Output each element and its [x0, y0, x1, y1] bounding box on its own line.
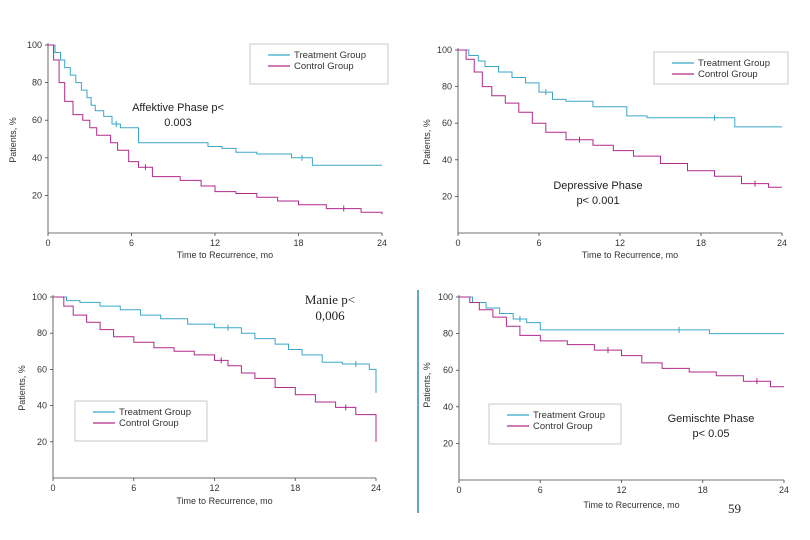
legend-label-treatment: Treatment Group [294, 50, 366, 61]
y-tick-label: 100 [32, 292, 47, 302]
annotation-line-1: Affektive Phase p< [132, 102, 224, 114]
y-tick-label: 60 [443, 365, 453, 375]
y-tick-label: 20 [37, 437, 47, 447]
legend-label-treatment: Treatment Group [119, 407, 191, 418]
x-tick-label: 0 [456, 485, 461, 495]
x-tick-label: 12 [616, 485, 626, 495]
x-tick-label: 12 [209, 483, 219, 493]
y-tick-label: 100 [438, 292, 453, 302]
x-axis-label: Time to Recurrence, mo [177, 250, 273, 260]
y-tick-label: 100 [27, 40, 42, 50]
legend-box [74, 400, 208, 442]
annotation-line-2: 0.003 [164, 117, 192, 129]
y-axis-label: Patients, % [17, 365, 27, 411]
chart-panel-1: 0 6 12 18 24 100 80 60 40 20 Time to Recurrence, m… [8, 40, 389, 260]
legend-box [249, 43, 389, 85]
chart-panel-2: 0 6 12 18 24 100 80 60 40 20 Time to Recurrence, m… [422, 45, 789, 260]
y-tick-label: 40 [32, 153, 42, 163]
x-tick-label: 24 [777, 238, 787, 248]
control-curve [459, 296, 784, 388]
x-tick-label: 6 [129, 238, 134, 248]
x-tick-label: 6 [536, 238, 541, 248]
y-tick-label: 40 [37, 401, 47, 411]
x-tick-label: 24 [377, 238, 387, 248]
x-tick-label: 18 [293, 238, 303, 248]
legend-label-control: Control Group [533, 421, 593, 432]
y-tick-label: 20 [442, 191, 452, 201]
annotation-line-2: 0,006 [315, 308, 345, 323]
y-tick-label: 80 [443, 329, 453, 339]
page-number: 59 [728, 501, 741, 516]
chart-panel-4: 0 6 12 18 24 100 80 60 40 20 Time to Recurrence, m… [422, 292, 789, 510]
chart-panel-3: 0 6 12 18 24 100 80 60 40 20 Time to Recurrence, m… [17, 292, 381, 506]
y-tick-label: 60 [442, 118, 452, 128]
treatment-curve [53, 296, 377, 393]
legend-label-control: Control Group [294, 61, 354, 72]
x-tick-label: 18 [698, 485, 708, 495]
control-curve [458, 49, 782, 188]
legend-box [653, 51, 789, 85]
y-tick-label: 60 [37, 364, 47, 374]
x-tick-label: 0 [455, 238, 460, 248]
x-tick-label: 6 [131, 483, 136, 493]
x-tick-label: 12 [210, 238, 220, 248]
y-axis-label: Patients, % [8, 117, 18, 163]
control-curve [53, 296, 377, 442]
y-tick-label: 80 [442, 82, 452, 92]
annotation-line-1: Gemischte Phase [668, 413, 755, 425]
annotation-line-2: p< 0.05 [692, 428, 729, 440]
legend-label-control: Control Group [698, 69, 758, 80]
control-curve [48, 44, 383, 215]
x-axis-label: Time to Recurrence, mo [176, 496, 272, 506]
annotation-line-1: Depressive Phase [553, 180, 642, 192]
y-tick-label: 100 [437, 45, 452, 55]
y-tick-label: 80 [32, 78, 42, 88]
y-tick-label: 20 [443, 438, 453, 448]
x-axis-label: Time to Recurrence, mo [583, 500, 679, 510]
x-tick-label: 0 [50, 483, 55, 493]
y-tick-label: 40 [442, 155, 452, 165]
x-tick-label: 0 [45, 238, 50, 248]
y-axis-label: Patients, % [422, 119, 432, 165]
legend-label-treatment: Treatment Group [698, 58, 770, 69]
x-tick-label: 24 [779, 485, 789, 495]
annotation-line-1: Manie p< [305, 292, 355, 307]
annotation-line-2: p< 0.001 [576, 195, 619, 207]
x-tick-label: 18 [290, 483, 300, 493]
y-tick-label: 20 [32, 190, 42, 200]
legend-box [488, 403, 622, 445]
y-tick-label: 60 [32, 115, 42, 125]
x-tick-label: 18 [696, 238, 706, 248]
y-axis-label: Patients, % [422, 362, 432, 408]
x-axis-label: Time to Recurrence, mo [582, 250, 678, 260]
legend-label-treatment: Treatment Group [533, 410, 605, 421]
x-tick-label: 6 [538, 485, 543, 495]
treatment-curve [458, 49, 782, 128]
treatment-curve [459, 296, 784, 335]
y-tick-label: 80 [37, 328, 47, 338]
treatment-curve [48, 44, 382, 166]
x-tick-label: 12 [615, 238, 625, 248]
y-tick-label: 40 [443, 402, 453, 412]
x-tick-label: 24 [371, 483, 381, 493]
legend-label-control: Control Group [119, 418, 179, 429]
